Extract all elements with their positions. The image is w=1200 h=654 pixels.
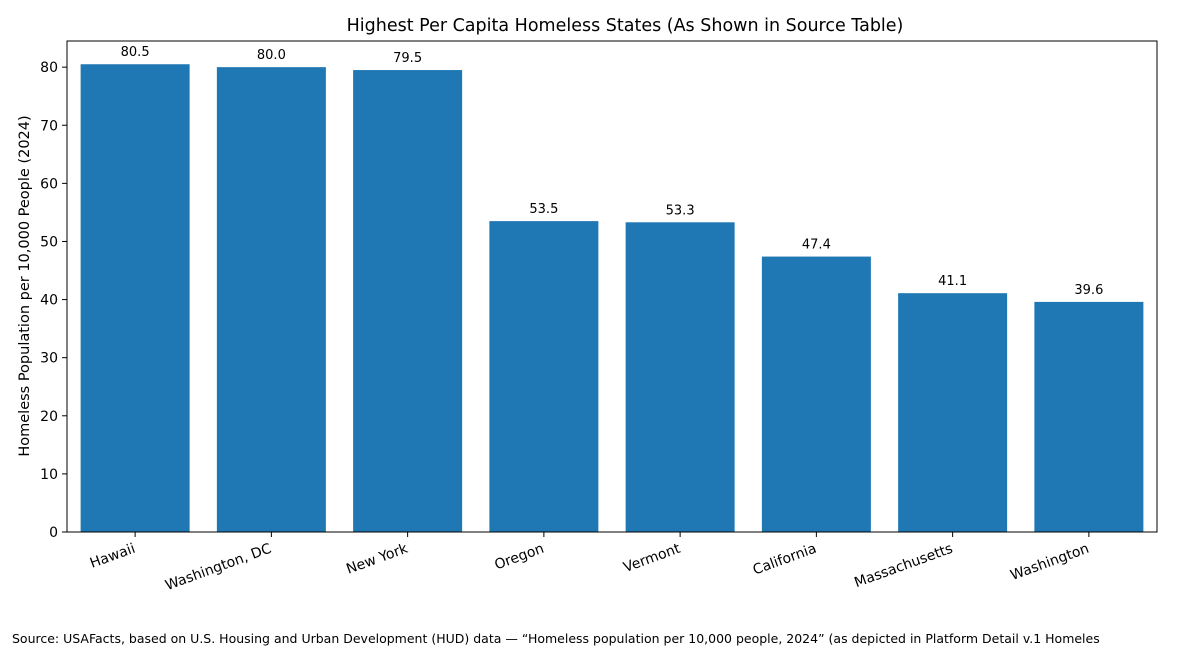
chart-title: Highest Per Capita Homeless States (As S…: [347, 16, 904, 36]
y-tick-label: 20: [40, 409, 58, 425]
value-label: 80.5: [121, 45, 150, 60]
y-tick-label: 70: [40, 118, 58, 134]
y-tick-label: 0: [49, 525, 58, 541]
y-tick-label: 60: [40, 176, 58, 192]
y-tick-label: 50: [40, 234, 58, 250]
bar-massachusetts: [898, 293, 1008, 532]
x-tick-label: New York: [344, 540, 411, 577]
x-tick-label: Washington, DC: [163, 541, 274, 594]
plot-frame: [66, 40, 1158, 533]
x-tick-label: California: [751, 541, 819, 579]
x-tick-label: Vermont: [621, 541, 683, 576]
value-label: 41.1: [938, 274, 967, 289]
bar-oregon: [489, 221, 599, 532]
bar-california: [761, 256, 871, 532]
bars-layer: 80.5 80.0 79.5 53.5 53.3 47.4 41.1 39.6: [80, 45, 1144, 533]
x-tick-label: Washington: [1008, 541, 1091, 584]
y-axis-label: Homeless Population per 10,000 People (2…: [17, 115, 33, 456]
bar-hawaii: [80, 64, 190, 532]
bar-washington-dc: [216, 67, 326, 533]
bar-washington: [1034, 301, 1144, 532]
bar-vermont: [625, 222, 735, 533]
value-label: 53.3: [666, 203, 695, 218]
y-tick-label: 80: [40, 60, 58, 76]
bar-new-york: [353, 70, 463, 532]
x-tick-label: Massachusetts: [852, 541, 955, 591]
value-label: 39.6: [1074, 283, 1103, 298]
value-label: 80.0: [257, 48, 286, 63]
y-tick-label: 40: [40, 293, 58, 309]
value-label: 47.4: [802, 238, 831, 253]
y-tick-label: 10: [40, 467, 58, 483]
source-note: Source: USAFacts, based on U.S. Housing …: [12, 631, 1100, 646]
x-tick-label: Oregon: [492, 541, 546, 574]
y-tick-label: 30: [40, 351, 58, 367]
x-tick-label: Hawaii: [88, 541, 138, 572]
value-label: 53.5: [529, 202, 558, 217]
value-label: 79.5: [393, 51, 422, 66]
